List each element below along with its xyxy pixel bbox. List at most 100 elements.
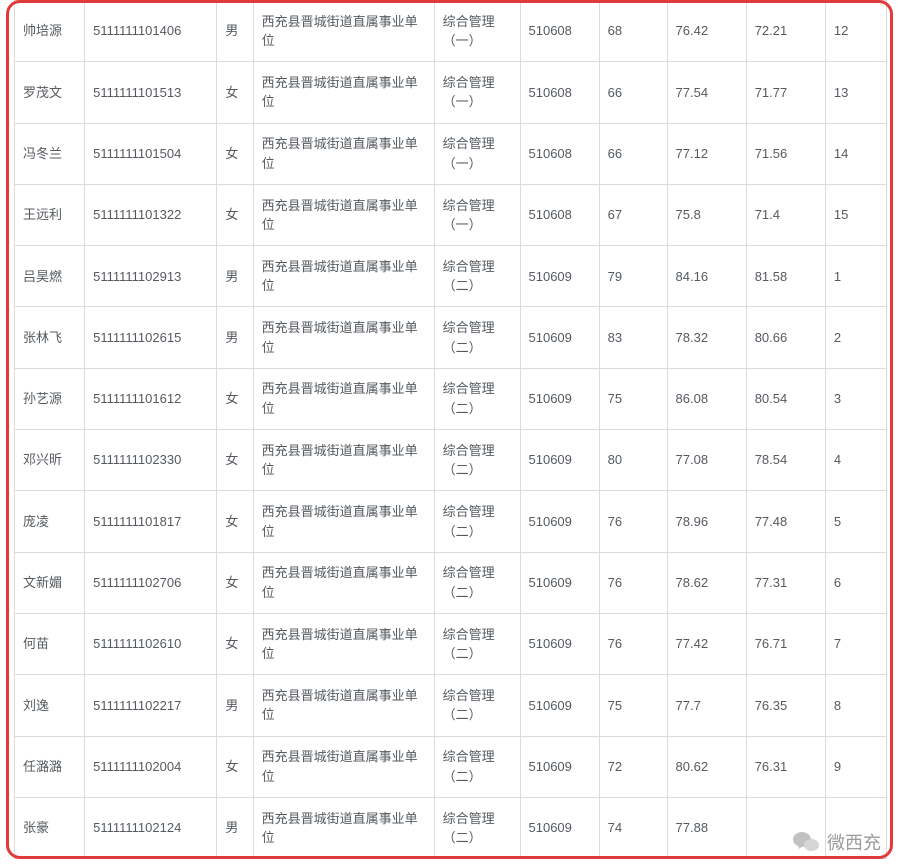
cell-gender: 女	[217, 613, 253, 674]
cell-name: 王远利	[15, 184, 85, 245]
cell-code: 510609	[520, 797, 599, 858]
cell-score1: 74	[599, 797, 667, 858]
cell-unit: 西充县晋城街道直属事业单位	[253, 736, 434, 797]
cell-rank: 5	[825, 491, 886, 552]
results-table: 帅培源5111111101406男西充县晋城街道直属事业单位综合管理（一）510…	[14, 0, 887, 859]
cell-name: 庞凌	[15, 491, 85, 552]
cell-gender: 男	[217, 675, 253, 736]
cell-gender: 女	[217, 552, 253, 613]
cell-post: 综合管理（一）	[434, 1, 520, 62]
cell-score3: 76.71	[746, 613, 825, 674]
cell-score3	[746, 797, 825, 858]
cell-id: 5111111102913	[85, 246, 217, 307]
cell-gender: 女	[217, 491, 253, 552]
cell-unit: 西充县晋城街道直属事业单位	[253, 1, 434, 62]
cell-rank: 9	[825, 736, 886, 797]
cell-unit: 西充县晋城街道直属事业单位	[253, 613, 434, 674]
cell-gender: 女	[217, 736, 253, 797]
cell-gender: 女	[217, 430, 253, 491]
cell-id: 5111111102610	[85, 613, 217, 674]
cell-unit: 西充县晋城街道直属事业单位	[253, 368, 434, 429]
cell-code: 510609	[520, 491, 599, 552]
cell-gender: 男	[217, 797, 253, 858]
cell-code: 510608	[520, 1, 599, 62]
cell-code: 510609	[520, 736, 599, 797]
cell-unit: 西充县晋城街道直属事业单位	[253, 430, 434, 491]
cell-rank	[825, 797, 886, 858]
cell-unit: 西充县晋城街道直属事业单位	[253, 246, 434, 307]
cell-score1: 83	[599, 307, 667, 368]
cell-score3: 77.31	[746, 552, 825, 613]
page-frame: 帅培源5111111101406男西充县晋城街道直属事业单位综合管理（一）510…	[0, 0, 899, 865]
cell-score2: 77.88	[667, 797, 746, 858]
cell-score3: 77.48	[746, 491, 825, 552]
cell-unit: 西充县晋城街道直属事业单位	[253, 552, 434, 613]
cell-code: 510609	[520, 613, 599, 674]
cell-unit: 西充县晋城街道直属事业单位	[253, 797, 434, 858]
cell-rank: 6	[825, 552, 886, 613]
cell-post: 综合管理（二）	[434, 307, 520, 368]
cell-id: 5111111101406	[85, 1, 217, 62]
cell-name: 冯冬兰	[15, 123, 85, 184]
cell-score3: 71.56	[746, 123, 825, 184]
cell-rank: 3	[825, 368, 886, 429]
table-row: 文新媚5111111102706女西充县晋城街道直属事业单位综合管理（二）510…	[15, 552, 887, 613]
cell-score2: 77.12	[667, 123, 746, 184]
cell-gender: 女	[217, 62, 253, 123]
cell-id: 5111111101322	[85, 184, 217, 245]
table-row: 何苗5111111102610女西充县晋城街道直属事业单位综合管理（二）5106…	[15, 613, 887, 674]
cell-rank: 1	[825, 246, 886, 307]
cell-post: 综合管理（二）	[434, 430, 520, 491]
cell-id: 5111111101612	[85, 368, 217, 429]
table-row: 邓兴昕5111111102330女西充县晋城街道直属事业单位综合管理（二）510…	[15, 430, 887, 491]
cell-name: 何苗	[15, 613, 85, 674]
cell-score3: 80.66	[746, 307, 825, 368]
cell-score2: 84.16	[667, 246, 746, 307]
cell-rank: 7	[825, 613, 886, 674]
cell-rank: 13	[825, 62, 886, 123]
cell-score1: 76	[599, 613, 667, 674]
cell-name: 文新媚	[15, 552, 85, 613]
cell-id: 5111111102217	[85, 675, 217, 736]
table-row: 帅培源5111111101406男西充县晋城街道直属事业单位综合管理（一）510…	[15, 1, 887, 62]
cell-id: 5111111102330	[85, 430, 217, 491]
cell-id: 5111111101817	[85, 491, 217, 552]
cell-score3: 72.21	[746, 1, 825, 62]
table-row: 刘逸5111111102217男西充县晋城街道直属事业单位综合管理（二）5106…	[15, 675, 887, 736]
cell-post: 综合管理（一）	[434, 123, 520, 184]
cell-post: 综合管理（二）	[434, 675, 520, 736]
cell-post: 综合管理（二）	[434, 552, 520, 613]
cell-code: 510609	[520, 430, 599, 491]
cell-code: 510608	[520, 62, 599, 123]
cell-code: 510609	[520, 552, 599, 613]
cell-code: 510609	[520, 675, 599, 736]
cell-name: 孙艺源	[15, 368, 85, 429]
cell-score1: 67	[599, 184, 667, 245]
cell-gender: 女	[217, 184, 253, 245]
cell-code: 510609	[520, 368, 599, 429]
cell-score1: 72	[599, 736, 667, 797]
cell-post: 综合管理（一）	[434, 62, 520, 123]
cell-post: 综合管理（二）	[434, 797, 520, 858]
cell-rank: 14	[825, 123, 886, 184]
cell-rank: 12	[825, 1, 886, 62]
cell-unit: 西充县晋城街道直属事业单位	[253, 491, 434, 552]
cell-code: 510609	[520, 246, 599, 307]
cell-score3: 71.4	[746, 184, 825, 245]
cell-score3: 76.31	[746, 736, 825, 797]
cell-id: 5111111102615	[85, 307, 217, 368]
cell-score2: 78.62	[667, 552, 746, 613]
cell-rank: 8	[825, 675, 886, 736]
table-row: 张林飞5111111102615男西充县晋城街道直属事业单位综合管理（二）510…	[15, 307, 887, 368]
cell-score1: 79	[599, 246, 667, 307]
cell-rank: 15	[825, 184, 886, 245]
cell-gender: 女	[217, 123, 253, 184]
cell-score3: 78.54	[746, 430, 825, 491]
cell-id: 5111111102706	[85, 552, 217, 613]
table-row: 冯冬兰5111111101504女西充县晋城街道直属事业单位综合管理（一）510…	[15, 123, 887, 184]
cell-id: 5111111101504	[85, 123, 217, 184]
cell-score1: 80	[599, 430, 667, 491]
cell-score3: 76.35	[746, 675, 825, 736]
table-row: 任潞潞5111111102004女西充县晋城街道直属事业单位综合管理（二）510…	[15, 736, 887, 797]
cell-score1: 68	[599, 1, 667, 62]
